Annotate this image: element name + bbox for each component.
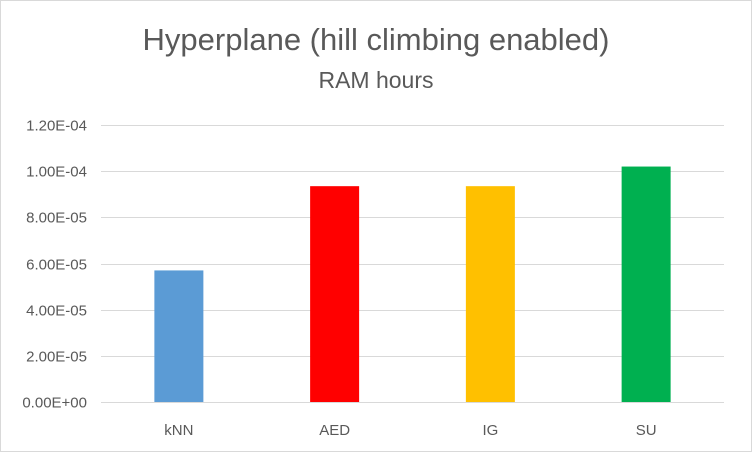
bar-su [621,166,671,402]
y-tick-label: 1.00E-04 [26,164,87,181]
bar-aed [310,186,360,402]
y-tick-label: 2.00E-05 [26,349,87,366]
y-tick-label: 0.00E+00 [22,395,87,412]
y-tick-label: 1.20E-04 [26,118,87,135]
bar-knn [154,270,204,402]
y-tick-label: 8.00E-05 [26,210,87,227]
y-tick-label: 4.00E-05 [26,303,87,320]
x-tick-label: SU [636,422,657,439]
bar-ig [465,186,515,402]
x-tick-label: AED [319,422,350,439]
x-tick-label: kNN [164,422,193,439]
chart-subtitle: RAM hours [318,67,434,93]
chart-title: Hyperplane (hill climbing enabled) [142,22,610,57]
y-tick-label: 6.00E-05 [26,257,87,274]
x-tick-label: IG [482,422,498,439]
